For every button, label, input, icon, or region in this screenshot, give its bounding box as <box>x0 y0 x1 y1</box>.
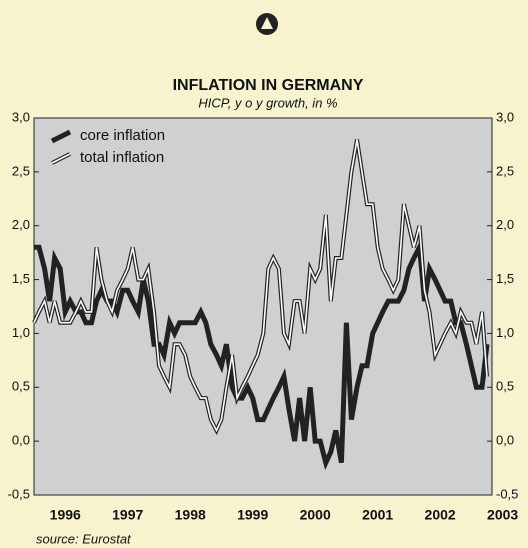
x-tick-label: 1999 <box>237 507 268 523</box>
x-tick-label: 1996 <box>50 507 81 523</box>
y2-tick-label: 2,5 <box>496 163 514 178</box>
y-tick-label: 0,5 <box>12 379 30 394</box>
logo <box>256 13 278 35</box>
legend-swatch <box>50 129 72 144</box>
y-tick-label: 2,5 <box>12 163 30 178</box>
y-tick-label: 1,0 <box>12 325 30 340</box>
y2-tick-label: 2,0 <box>496 217 514 232</box>
legend-label: core inflation <box>80 127 165 144</box>
line <box>34 238 490 471</box>
y-tick-label: 3,0 <box>12 109 30 124</box>
x-tick-label: 1997 <box>112 507 143 523</box>
legend-swatch-inner <box>51 153 71 164</box>
y2-tick-label: -0,5 <box>496 486 518 501</box>
legend-label: total inflation <box>80 149 164 166</box>
chart-title: INFLATION IN GERMANY <box>173 77 364 94</box>
y2-tick-label: 1,5 <box>496 271 514 286</box>
line-inner <box>33 139 488 433</box>
y-tick-label: 0,0 <box>12 433 30 448</box>
x-tick-label: 2001 <box>362 507 393 523</box>
x-tick-label: 2003 <box>487 507 518 523</box>
chart-subtitle: HICP, y o y growth, in % <box>198 95 337 110</box>
source-note: source: Eurostat <box>36 531 132 546</box>
y-tick-label: 2,0 <box>12 217 30 232</box>
x-tick-label: 2002 <box>425 507 456 523</box>
y2-tick-label: 0,0 <box>496 433 514 448</box>
x-tick-label: 1998 <box>175 507 206 523</box>
y-tick-label: -0,5 <box>8 486 30 501</box>
y2-tick-label: 0,5 <box>496 379 514 394</box>
x-tick-label: 2000 <box>300 507 331 523</box>
y2-tick-label: 1,0 <box>496 325 514 340</box>
plot-area <box>33 117 493 496</box>
y2-tick-label: 3,0 <box>496 109 514 124</box>
y-tick-label: 1,5 <box>12 271 30 286</box>
